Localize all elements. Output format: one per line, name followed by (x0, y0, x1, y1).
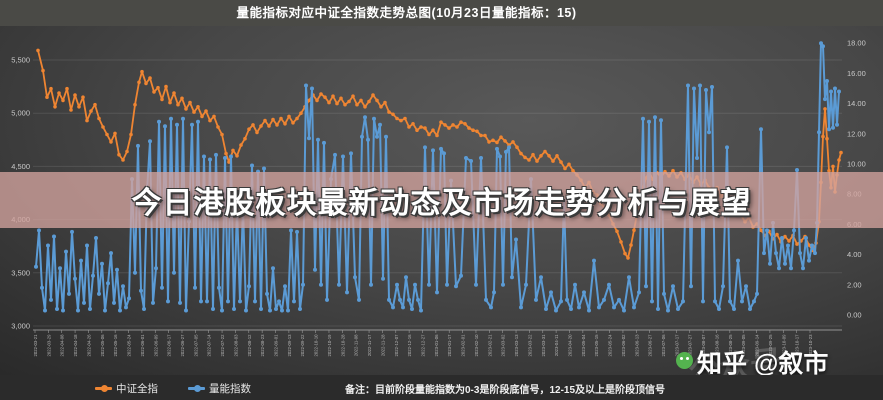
svg-text:2022-11-08: 2022-11-08 (354, 334, 359, 356)
svg-text:2022-07-22: 2022-07-22 (220, 334, 225, 357)
legend-item-csi-index: 中证全指 (95, 380, 158, 396)
svg-text:2023-06-27: 2023-06-27 (648, 334, 653, 357)
svg-text:2023-10-09: 2023-10-09 (781, 334, 786, 357)
svg-text:2023-10-23: 2023-10-23 (808, 334, 813, 357)
svg-text:2022-09-01: 2022-09-01 (274, 334, 279, 357)
svg-text:2022-07-05: 2022-07-05 (193, 334, 198, 357)
legend-label: 中证全指 (116, 382, 158, 395)
svg-text:2023-01-17: 2023-01-17 (447, 334, 452, 357)
overlay-banner: 今日港股板块最新动态及市场走势分析与展望 (0, 172, 883, 228)
chart-title: 量能指标对应中证全指数走势总图(10月23日量能指标：15) (236, 6, 577, 20)
svg-text:2023-03-02: 2023-03-02 (501, 334, 506, 357)
svg-text:2022-12-27: 2022-12-27 (421, 334, 426, 357)
svg-text:2023-02-10: 2023-02-10 (474, 334, 479, 357)
svg-text:12.00: 12.00 (847, 129, 866, 138)
svg-text:18.00: 18.00 (847, 39, 866, 48)
svg-text:3,000: 3,000 (11, 322, 30, 331)
svg-text:2023-05-15: 2023-05-15 (594, 334, 599, 357)
svg-text:4,500: 4,500 (11, 162, 30, 171)
svg-text:2022-06-09: 2022-06-09 (153, 334, 158, 357)
legend-item-volume-indicator: 量能指数 (188, 380, 251, 396)
svg-text:3,500: 3,500 (11, 268, 30, 277)
svg-text:2023-08-07: 2023-08-07 (701, 334, 706, 357)
svg-text:2022-06-01: 2022-06-01 (140, 334, 145, 357)
svg-text:2022-12-16: 2022-12-16 (407, 334, 412, 357)
footer-note: 备注：目前阶段量能指数为0-3是阶段底信号，12-15及以上是阶段顶信号 (345, 385, 666, 396)
svg-text:2023-10-17: 2023-10-17 (795, 334, 800, 357)
svg-text:2023-08-25: 2023-08-25 (728, 334, 733, 357)
line-dot-icon (188, 384, 205, 392)
svg-text:2023-04-20: 2023-04-20 (567, 334, 572, 357)
svg-text:2022-11-28: 2022-11-28 (380, 334, 385, 356)
svg-text:2023-06-02: 2023-06-02 (621, 334, 626, 357)
svg-text:2022-03-21: 2022-03-21 (33, 334, 38, 357)
svg-text:2023-09-25: 2023-09-25 (768, 334, 773, 357)
title-bar: 量能指标对应中证全指数走势总图(10月23日量能指标：15) (0, 0, 883, 26)
svg-text:0.00: 0.00 (847, 311, 862, 320)
svg-text:2023-09-05: 2023-09-05 (741, 334, 746, 357)
svg-text:5,500: 5,500 (11, 56, 30, 65)
svg-text:14.00: 14.00 (847, 99, 866, 108)
svg-text:2022-04-26: 2022-04-26 (86, 334, 91, 357)
svg-text:2023-03-31: 2023-03-31 (541, 334, 546, 357)
svg-text:2023-01-06: 2023-01-06 (434, 334, 439, 357)
svg-text:2023-03-13: 2023-03-13 (514, 334, 519, 357)
svg-text:4.00: 4.00 (847, 250, 862, 259)
svg-text:2022-11-17: 2022-11-17 (367, 334, 372, 356)
svg-text:2022-10-28: 2022-10-28 (340, 334, 345, 357)
line-dot-icon (95, 384, 112, 392)
svg-text:2022-06-27: 2022-06-27 (180, 334, 185, 357)
svg-text:2022-08-12: 2022-08-12 (247, 334, 252, 357)
svg-text:2022-04-18: 2022-04-18 (73, 334, 78, 357)
svg-text:16.00: 16.00 (847, 69, 866, 78)
svg-text:2022-05-16: 2022-05-16 (113, 334, 118, 357)
svg-text:2023-07-17: 2023-07-17 (674, 334, 679, 357)
svg-text:2022-05-06: 2022-05-06 (100, 334, 105, 357)
legend-label: 量能指数 (209, 382, 251, 395)
svg-text:2022-03-29: 2022-03-29 (46, 334, 51, 357)
svg-text:2023-03-22: 2023-03-22 (527, 334, 532, 357)
svg-text:2023-05-24: 2023-05-24 (608, 334, 613, 357)
svg-text:2022-06-17: 2022-06-17 (167, 334, 172, 357)
svg-text:2022-10-10: 2022-10-10 (314, 334, 319, 357)
svg-text:2022-12-07: 2022-12-07 (394, 334, 399, 357)
footer-bar: 中证全指 量能指数 备注：目前阶段量能指数为0-3是阶段底信号，12-15及以上… (0, 375, 883, 400)
svg-text:2022-04-08: 2022-04-08 (60, 334, 65, 357)
svg-text:5,000: 5,000 (11, 109, 30, 118)
svg-text:2023-07-27: 2023-07-27 (688, 334, 693, 357)
svg-text:2022-09-22: 2022-09-22 (300, 334, 305, 357)
svg-text:2023-02-21: 2023-02-21 (487, 334, 492, 357)
svg-text:2022-07-14: 2022-07-14 (207, 334, 212, 357)
svg-text:2023-02-01: 2023-02-01 (461, 334, 466, 357)
svg-text:2023-05-04: 2023-05-04 (581, 334, 586, 357)
svg-text:10.00: 10.00 (847, 160, 866, 169)
svg-text:2022-09-13: 2022-09-13 (287, 334, 292, 357)
svg-text:2023-08-16: 2023-08-16 (714, 334, 719, 357)
svg-text:2023-04-11: 2023-04-11 (554, 334, 559, 356)
svg-text:2022-08-23: 2022-08-23 (260, 334, 265, 357)
svg-text:2.00: 2.00 (847, 280, 862, 289)
svg-text:2022-05-24: 2022-05-24 (127, 334, 132, 357)
svg-text:2023-09-14: 2023-09-14 (755, 334, 760, 357)
svg-text:2022-08-03: 2022-08-03 (233, 334, 238, 357)
svg-text:2023-07-06: 2023-07-06 (661, 334, 666, 357)
zhihu-watermark: 知乎 @叙市 (697, 350, 829, 378)
svg-text:2023-06-13: 2023-06-13 (634, 334, 639, 357)
wechat-icon (676, 352, 693, 369)
banner-headline: 今日港股板块最新动态及市场走势分析与展望 (131, 187, 752, 220)
svg-text:2022-10-19: 2022-10-19 (327, 334, 332, 357)
